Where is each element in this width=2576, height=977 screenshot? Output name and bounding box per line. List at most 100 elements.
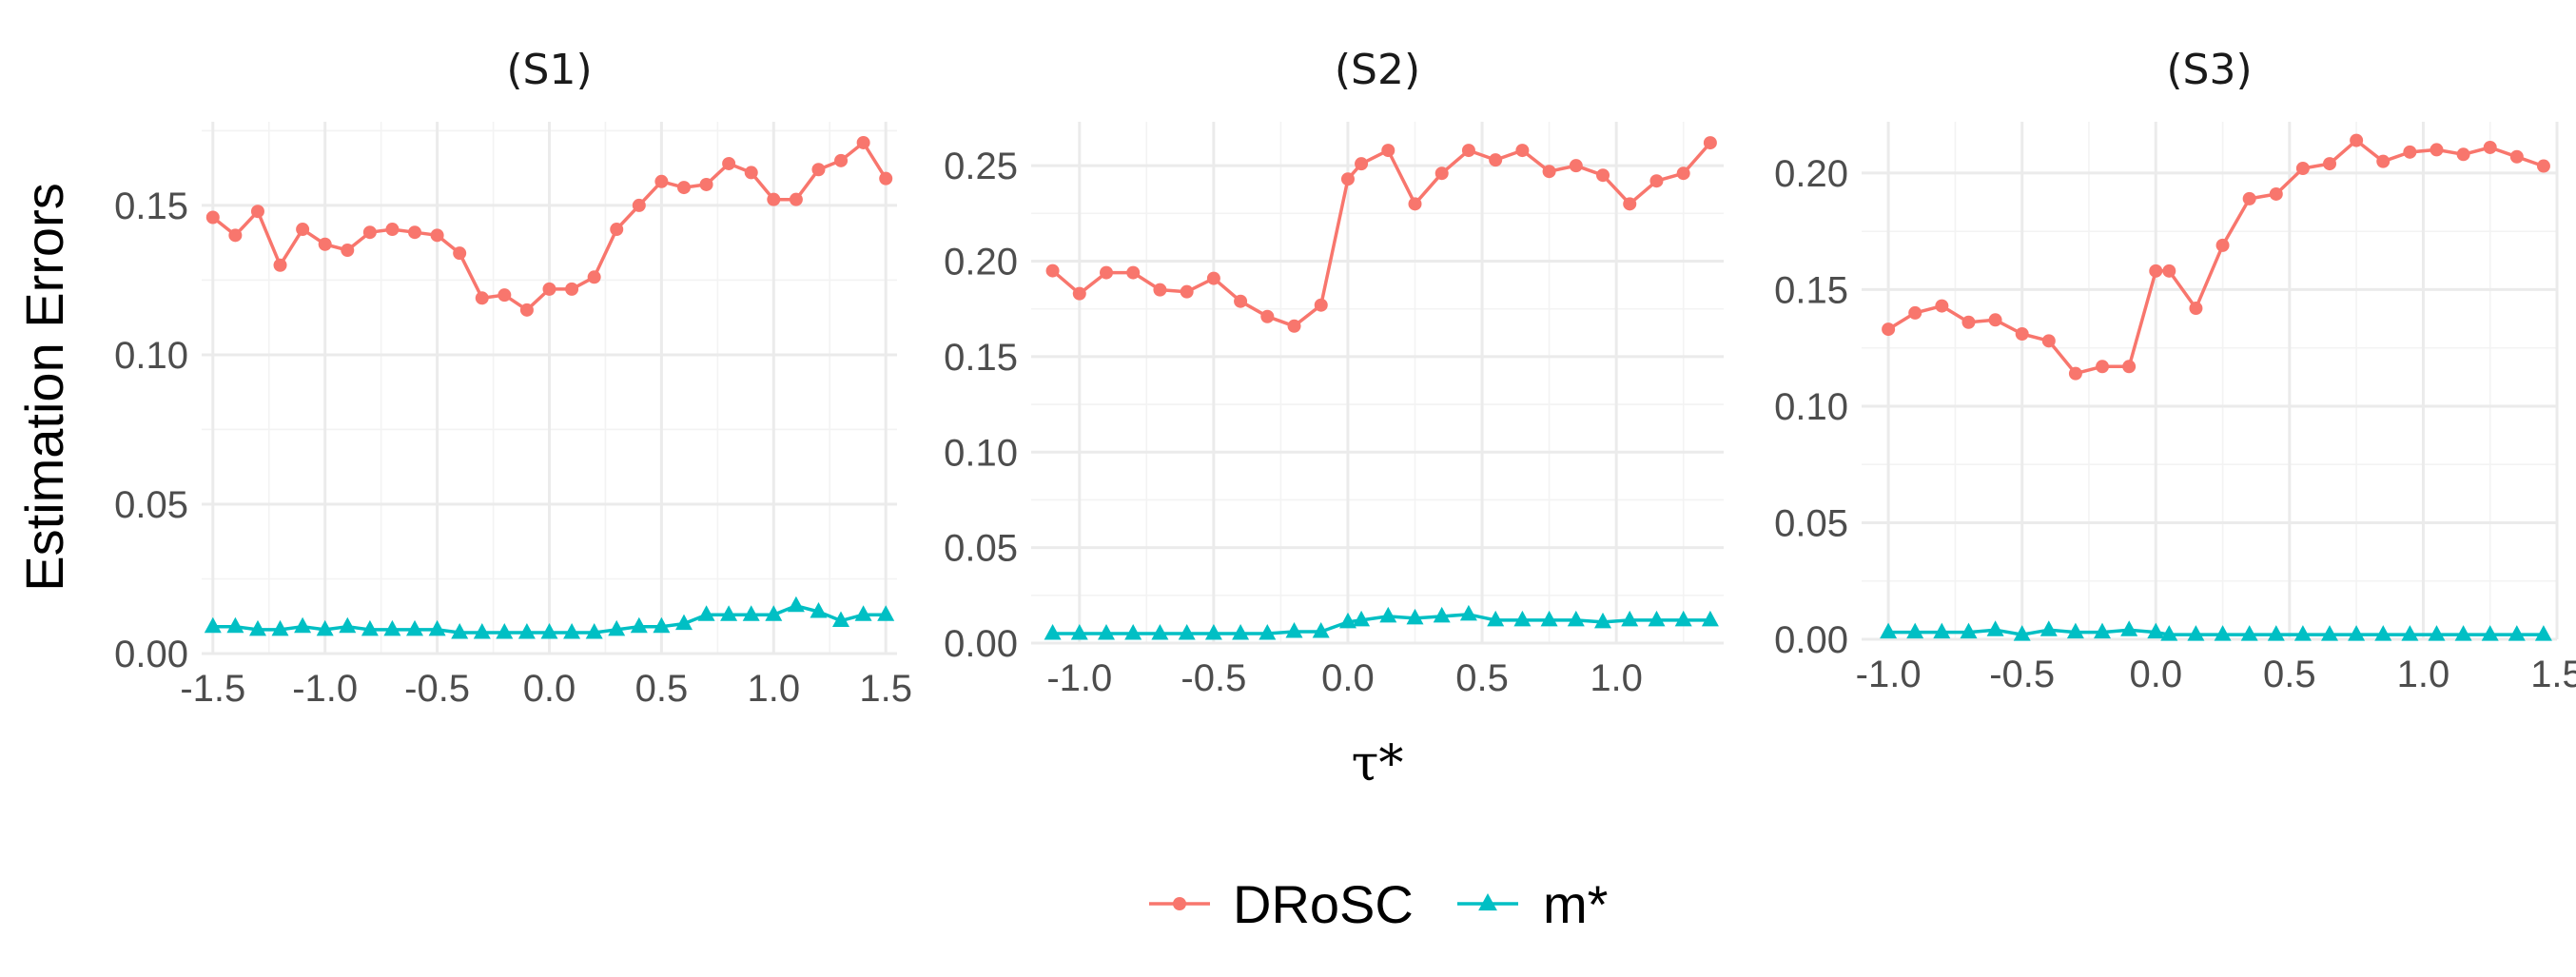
data-point-drosc bbox=[654, 174, 669, 188]
data-point-drosc bbox=[1489, 153, 1503, 167]
data-point-drosc bbox=[834, 153, 849, 167]
data-point-m-star bbox=[473, 623, 491, 639]
series-line bbox=[1052, 613, 1710, 635]
data-point-drosc bbox=[2456, 147, 2470, 162]
series-m-star bbox=[1880, 620, 2552, 641]
x-tick-label: 0.5 bbox=[1455, 657, 1509, 699]
y-tick-label: 0.25 bbox=[944, 146, 1018, 187]
data-point-drosc bbox=[2162, 264, 2176, 278]
data-point-drosc bbox=[1234, 294, 1248, 308]
data-point-m-star bbox=[832, 611, 849, 627]
legend-key-marker bbox=[1173, 897, 1186, 910]
data-point-m-star bbox=[1701, 610, 1719, 627]
series-line bbox=[1051, 141, 1712, 328]
panel-2: -1.0 -0.5 0.0 0.5 1.0 0.00 0.05 0.10 0.15 0.20 0.2… bbox=[944, 46, 1724, 699]
data-point-m-star bbox=[1124, 624, 1142, 640]
x-axis-title: τ* bbox=[1352, 735, 1404, 792]
data-point-drosc bbox=[1153, 283, 1167, 297]
data-point-m-star bbox=[1285, 622, 1303, 638]
legend-key-marker bbox=[1478, 893, 1497, 911]
data-point-m-star bbox=[1906, 622, 1924, 639]
data-point-m-star bbox=[383, 619, 401, 636]
data-point-drosc bbox=[587, 270, 601, 284]
x-tick-label: 0.0 bbox=[523, 668, 576, 710]
data-point-drosc bbox=[1340, 172, 1355, 186]
data-point-drosc bbox=[205, 210, 220, 225]
data-point-drosc bbox=[2536, 159, 2550, 173]
data-point-m-star bbox=[563, 623, 581, 639]
y-tick-label: 0.15 bbox=[944, 337, 1018, 379]
data-point-drosc bbox=[1314, 298, 1328, 312]
series-m-star bbox=[204, 596, 895, 639]
data-point-m-star bbox=[1933, 622, 1951, 639]
panel-1: -1.5 -1.0 -0.5 0.0 0.5 1.0 1.5 0.00 0.05 0.10 0.15… bbox=[114, 46, 912, 710]
data-point-drosc bbox=[744, 166, 758, 180]
data-point-m-star bbox=[1567, 610, 1585, 627]
y-tick-label: 0.15 bbox=[114, 186, 188, 227]
data-point-m-star bbox=[2120, 620, 2138, 636]
x-tick-label: -1.0 bbox=[1856, 654, 1922, 695]
data-point-m-star bbox=[2267, 625, 2285, 641]
data-point-drosc bbox=[2015, 326, 2029, 341]
data-point-drosc bbox=[1381, 144, 1395, 158]
data-point-drosc bbox=[856, 135, 870, 149]
y-axis-title: Estimation Errors bbox=[14, 183, 74, 591]
data-point-drosc bbox=[2403, 145, 2417, 159]
panel-3: -1.0 -0.5 0.0 0.5 1.0 1.5 0.00 0.05 0.10 0.15 0.20… bbox=[1774, 46, 2576, 695]
data-point-m-star bbox=[2348, 625, 2366, 641]
y-tick-label: 0.10 bbox=[1774, 386, 1848, 428]
data-point-drosc bbox=[318, 237, 332, 251]
data-point-m-star bbox=[1880, 622, 1898, 639]
data-point-m-star bbox=[2066, 622, 2084, 639]
legend-item-m-star: m* bbox=[1457, 874, 1608, 934]
data-point-m-star bbox=[1433, 606, 1451, 623]
data-point-m-star bbox=[2094, 622, 2111, 639]
data-point-drosc bbox=[1988, 313, 2002, 327]
data-point-m-star bbox=[2293, 625, 2312, 641]
data-point-m-star bbox=[1204, 624, 1222, 640]
y-tick-label: 0.20 bbox=[944, 242, 1018, 283]
data-point-m-star bbox=[2013, 625, 2031, 641]
data-point-m-star bbox=[720, 605, 738, 621]
data-point-m-star bbox=[675, 614, 693, 631]
data-point-drosc bbox=[1072, 286, 1086, 301]
y-tick-label: 0.20 bbox=[1774, 153, 1848, 195]
panel-title: (S2) bbox=[1335, 46, 1420, 94]
legend-item-drosc: DRoSC bbox=[1149, 874, 1414, 934]
data-point-drosc bbox=[2269, 186, 2283, 201]
legend-label: DRoSC bbox=[1233, 874, 1414, 934]
data-point-m-star bbox=[271, 619, 289, 636]
data-point-m-star bbox=[2240, 625, 2258, 641]
data-point-drosc bbox=[2149, 264, 2163, 278]
series-drosc bbox=[205, 135, 893, 317]
data-point-drosc bbox=[1126, 265, 1141, 280]
data-point-drosc bbox=[2376, 154, 2391, 168]
data-point-drosc bbox=[2215, 238, 2230, 252]
data-point-m-star bbox=[854, 605, 872, 621]
y-tick-label: 0.10 bbox=[944, 432, 1018, 474]
data-point-m-star bbox=[249, 619, 266, 636]
data-point-drosc bbox=[1676, 166, 1690, 181]
data-point-m-star bbox=[1621, 610, 1639, 627]
x-tick-label: 1.5 bbox=[859, 668, 912, 710]
data-point-drosc bbox=[519, 303, 534, 317]
x-tick-label: 0.0 bbox=[1321, 657, 1375, 699]
data-point-drosc bbox=[2430, 143, 2444, 157]
x-tick-label: 0.5 bbox=[635, 668, 689, 710]
data-point-m-star bbox=[294, 616, 312, 634]
data-point-m-star bbox=[2321, 625, 2338, 641]
data-point-drosc bbox=[1180, 284, 1194, 299]
data-point-drosc bbox=[498, 288, 512, 303]
data-point-m-star bbox=[1259, 624, 1277, 640]
y-tick-label: 0.05 bbox=[1774, 502, 1848, 544]
data-point-drosc bbox=[1355, 157, 1369, 171]
y-tick-label: 0.15 bbox=[1774, 269, 1848, 311]
legend-label: m* bbox=[1543, 874, 1608, 934]
data-point-drosc bbox=[1569, 159, 1583, 173]
series-line bbox=[1887, 138, 2545, 376]
series-line bbox=[1888, 628, 2544, 636]
data-point-m-star bbox=[2039, 620, 2058, 636]
x-tick-label: -0.5 bbox=[1989, 654, 2055, 695]
data-point-drosc bbox=[1045, 264, 1060, 278]
data-point-m-star bbox=[1459, 604, 1477, 621]
